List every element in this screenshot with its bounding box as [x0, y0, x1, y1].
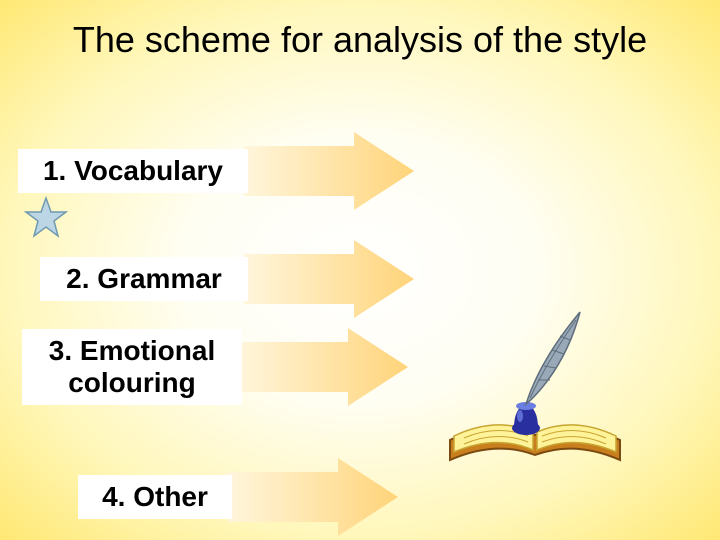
arrow-icon — [244, 132, 414, 210]
star-icon — [24, 196, 68, 240]
arrow-icon — [244, 240, 414, 318]
item-label: 2. Grammar — [40, 257, 248, 301]
book-quill-icon — [430, 300, 640, 490]
item-emotional-colouring: 3. Emotional colouring — [22, 328, 408, 406]
slide-title: The scheme for analysis of the style — [0, 18, 720, 61]
item-label: 1. Vocabulary — [18, 149, 248, 193]
item-label: 3. Emotional colouring — [22, 329, 242, 405]
arrow-icon — [238, 328, 408, 406]
item-vocabulary: 1. Vocabulary — [18, 132, 414, 210]
item-grammar: 2. Grammar — [40, 240, 414, 318]
item-label: 4. Other — [78, 475, 232, 519]
item-other: 4. Other — [78, 458, 398, 536]
arrow-icon — [228, 458, 398, 536]
slide: The scheme for analysis of the style 1. … — [0, 0, 720, 540]
